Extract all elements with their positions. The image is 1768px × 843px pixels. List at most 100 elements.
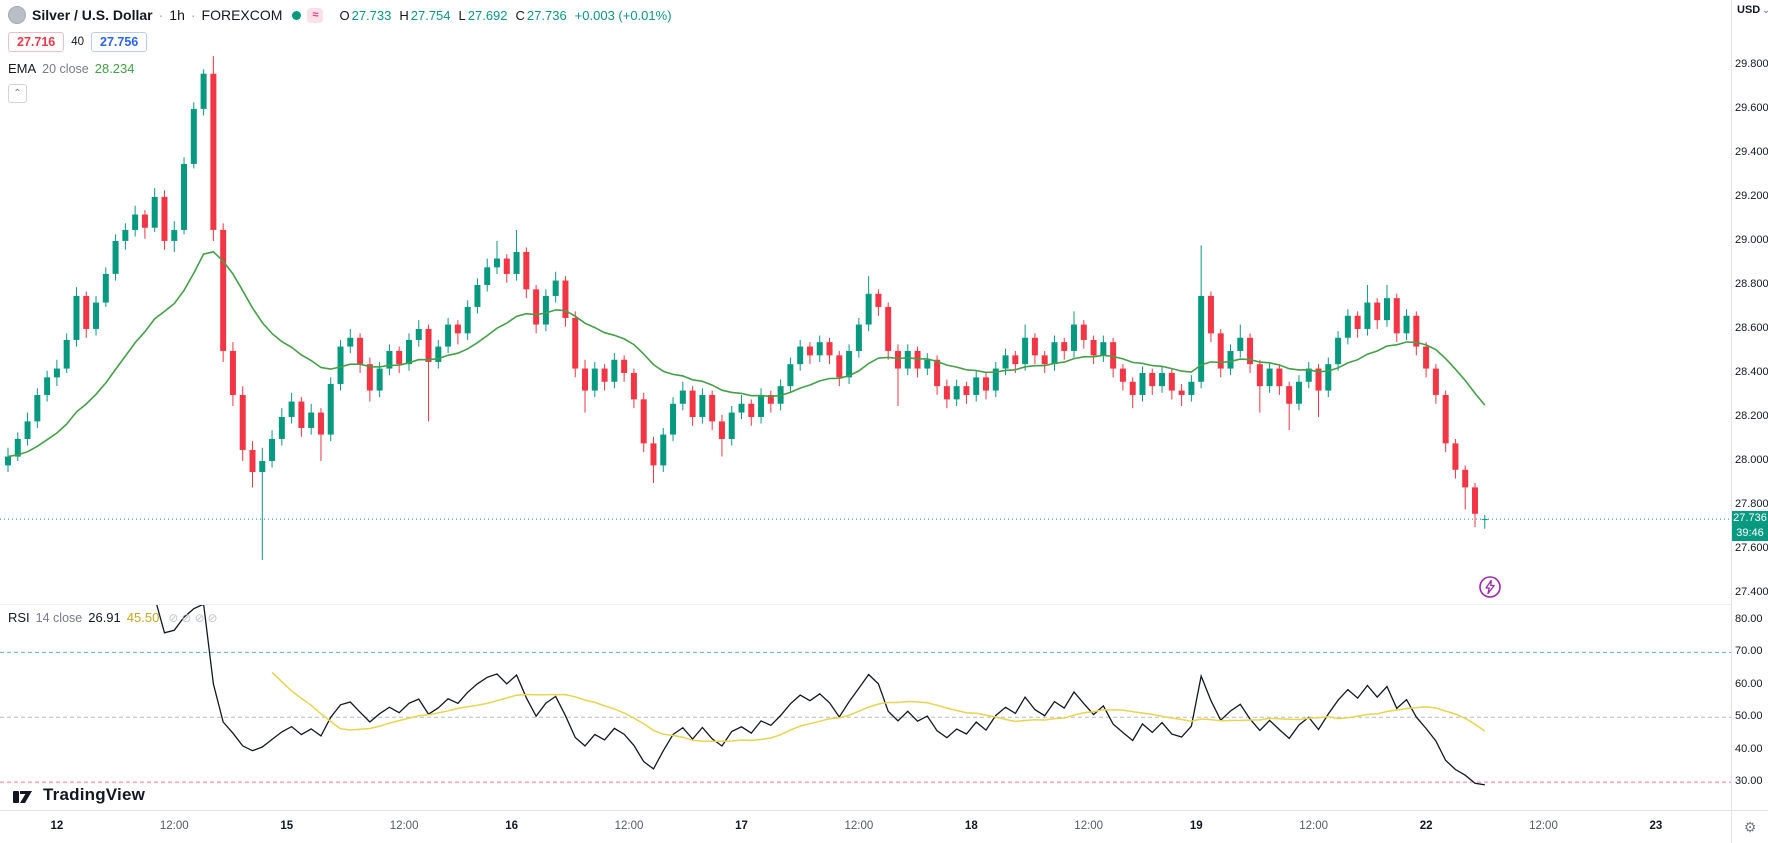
pane-separator[interactable] [0, 604, 1768, 605]
candle-body [1178, 390, 1185, 395]
candle-body [816, 342, 823, 356]
candle-body [591, 368, 598, 391]
market-open-icon[interactable] [292, 10, 302, 20]
candle-body [503, 258, 510, 274]
delayed-data-icon[interactable]: ≈ [307, 7, 324, 23]
candle-body [542, 295, 549, 325]
candle-body [718, 421, 725, 439]
price-tick-label: 29.200 [1735, 189, 1768, 202]
candle-body [445, 324, 452, 347]
candle-body [1237, 337, 1244, 351]
candle-body [288, 401, 295, 417]
tradingview-logo[interactable]: TradingView [12, 783, 145, 807]
price-tick-label: 29.000 [1735, 233, 1768, 246]
time-tick-label: 12:00 [1529, 820, 1558, 832]
candle-body [1295, 381, 1302, 404]
buy-button[interactable]: 27.756 [91, 32, 148, 52]
candle-body [513, 251, 520, 274]
candle-body [44, 377, 51, 395]
candle-body [1413, 315, 1420, 347]
candle-body [14, 438, 21, 457]
price-tick-label: 28.200 [1735, 409, 1768, 422]
candle-body [865, 293, 872, 325]
high-value: 27.754 [410, 7, 451, 23]
candle-body [63, 339, 70, 369]
candle-body [454, 324, 461, 334]
candle-body [93, 302, 100, 329]
candle-body [1002, 355, 1009, 369]
change-value: +0.003 (+0.01%) [574, 7, 672, 23]
main-pane[interactable] [0, 56, 1731, 560]
candle-body [670, 403, 677, 435]
candle-body [464, 306, 471, 334]
candle-body [611, 359, 618, 382]
gear-icon: ⚙ [1743, 818, 1757, 835]
quick-trade-button[interactable] [1478, 575, 1502, 599]
chevron-up-icon: ⌃ [13, 88, 22, 99]
time-tick-label: 16 [505, 820, 519, 832]
chart-canvas[interactable] [0, 0, 1731, 810]
indicator-action-icon[interactable]: ⊘ [181, 611, 192, 625]
candle-body [562, 280, 569, 318]
candle-body [826, 342, 833, 356]
candle-body [1061, 342, 1068, 351]
candle-body [806, 346, 813, 356]
price-tick-label: 27.800 [1735, 497, 1768, 510]
price-axis[interactable]: USD ⌄ 29.800 29.600 29.400 29.200 29.000 28.8… [1732, 0, 1768, 810]
symbol-row: Silver / U.S. Dollar · 1h · FOREXCOM ≈ O… [8, 5, 672, 25]
candle-body [278, 416, 285, 439]
candle-body [885, 306, 892, 351]
ohlc-readout: O 27.733 H 27.754 L 27.692 C 27.736 +0.003 (… [339, 8, 671, 23]
currency-selector[interactable]: USD ⌄ [1737, 4, 1768, 16]
spread-value: 40 [71, 36, 85, 48]
candle-body [112, 240, 119, 274]
candle-body [102, 273, 109, 303]
candle-body [1159, 372, 1166, 387]
close-label: C [515, 7, 525, 23]
lightning-bolt-icon [1479, 576, 1501, 598]
candle-body [1110, 342, 1117, 369]
high-label: H [399, 7, 409, 23]
rsi-pane[interactable] [0, 597, 1731, 786]
candle-body [1217, 333, 1224, 369]
candle-body [1090, 339, 1097, 356]
open-value: 27.733 [351, 7, 392, 23]
silver-logo-icon[interactable] [8, 6, 26, 24]
chevron-down-icon: ⌄ [1762, 4, 1768, 15]
indicator-action-icon[interactable]: ⊘ [194, 611, 205, 625]
candle-body [210, 73, 217, 230]
candle-body [1462, 469, 1469, 488]
candle-body [1305, 368, 1312, 382]
ema-params: 20 close [42, 62, 89, 76]
exchange-label[interactable]: FOREXCOM [201, 7, 283, 23]
separator-dot: · [190, 7, 196, 23]
ema-legend-row[interactable]: EMA 20 close 28.234 [8, 61, 672, 76]
timeframe-label[interactable]: 1h [169, 7, 185, 23]
sell-button[interactable]: 27.716 [8, 32, 65, 52]
candle-body [787, 364, 794, 387]
time-axis[interactable]: 12 12:00 15 12:00 16 12:00 17 12:00 18 12:00 19 12:… [0, 811, 1731, 843]
indicator-action-icon[interactable]: ⊘ [207, 611, 218, 625]
close-value: 27.736 [526, 7, 567, 23]
candle-body [533, 289, 540, 325]
legend-collapse-button[interactable]: ⌃ [8, 84, 27, 103]
axis-settings-corner[interactable]: ⚙ [1732, 811, 1768, 843]
indicator-action-icon[interactable]: ⊘ [168, 611, 179, 625]
candle-body [366, 364, 373, 391]
rsi-tick-label: 60.00 [1735, 677, 1763, 690]
candle-body [298, 401, 305, 428]
candle-body [1393, 298, 1400, 334]
candle-body [1071, 324, 1078, 351]
symbol-title[interactable]: Silver / U.S. Dollar [32, 7, 153, 23]
candle-body [435, 346, 442, 362]
candle-body [405, 339, 412, 365]
candle-body [973, 377, 980, 395]
time-tick-label: 23 [1649, 820, 1663, 832]
time-tick-label: 12:00 [844, 820, 874, 832]
candle-body [83, 295, 90, 329]
chart-legend: Silver / U.S. Dollar · 1h · FOREXCOM ≈ O… [8, 5, 672, 103]
candle-body [1168, 372, 1175, 391]
rsi-legend-row[interactable]: RSI 14 close 26.91 45.50 ⊘ ⊘ ⊘ ⊘ [8, 610, 218, 625]
candle-body [386, 350, 393, 369]
